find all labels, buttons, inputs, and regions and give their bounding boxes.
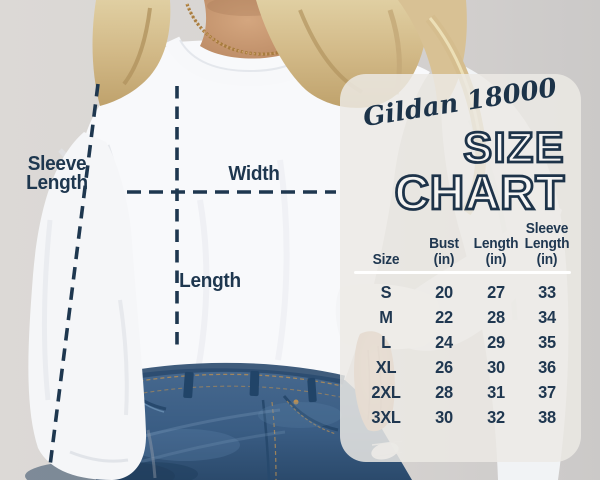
title-size: SIZE	[463, 124, 565, 172]
table-row: L 24 29 35	[381, 332, 556, 352]
col-header-size: Size	[372, 251, 400, 268]
col-header-length: Length (in)	[473, 236, 519, 268]
table-row: 2XL 28 31 37	[371, 382, 556, 402]
col-header-sleeve-length: Sleeve Length (in)	[524, 220, 570, 268]
table-header: Size Bust (in) Length (in) Sleeve Length…	[340, 210, 595, 268]
sleeve-length-label: Sleeve Length	[26, 153, 88, 194]
table-row: S 20 27 33	[380, 282, 556, 302]
title-chart: CHART	[395, 167, 565, 220]
width-label: Width	[228, 163, 280, 185]
sleeve-measure-line	[48, 83, 100, 467]
table-row: XL 26 30 36	[375, 357, 556, 377]
col-header-bust: Bust (in)	[429, 236, 459, 268]
header-divider	[354, 271, 571, 274]
table-row: M 22 28 34	[379, 307, 556, 327]
size-chart-title: SIZE CHART	[393, 123, 566, 220]
length-label: Length	[179, 270, 241, 292]
table-row: 3XL 30 32 38	[371, 407, 556, 427]
size-table-body: S 20 27 33 M 22 28 34 L 24 29 35 XL 26 3…	[340, 280, 581, 430]
size-chart-panel: Gildan 18000 SIZE CHART Size Bust (in) L…	[340, 73, 581, 462]
